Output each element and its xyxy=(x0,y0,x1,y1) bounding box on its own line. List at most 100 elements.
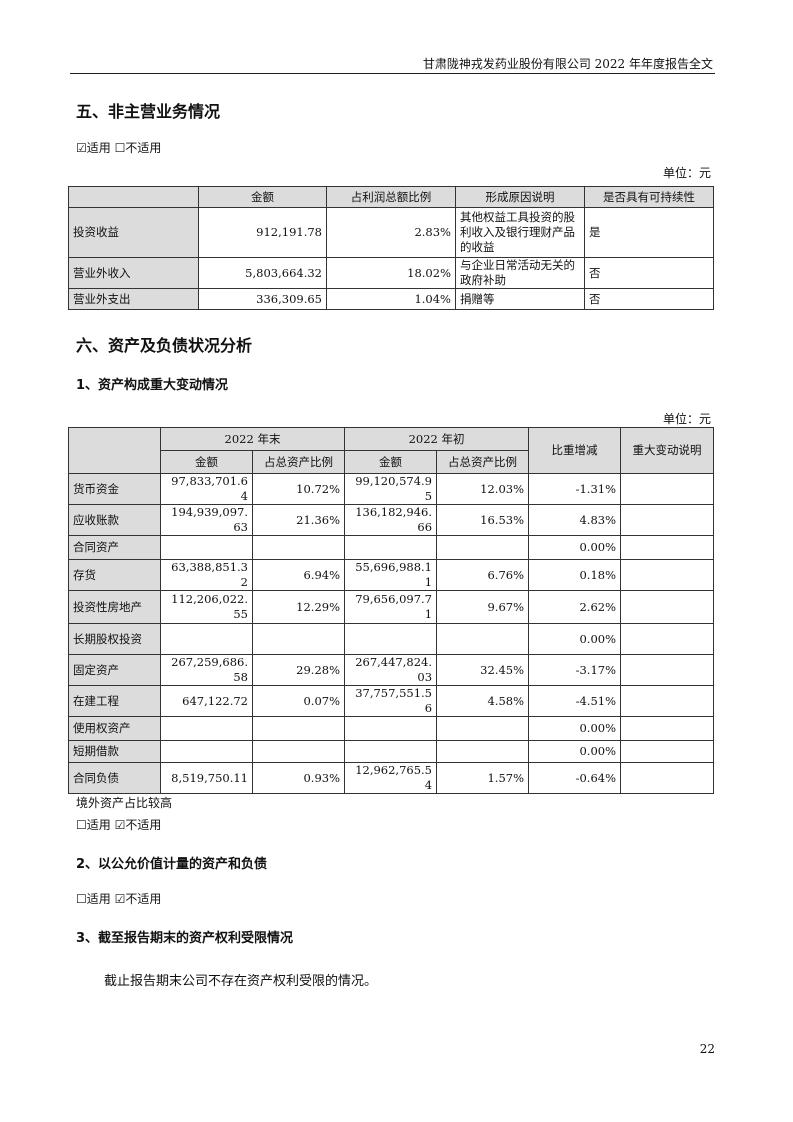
change-note xyxy=(620,716,715,741)
ratio-change: 0.00% xyxy=(528,535,622,560)
ratio-change: -1.31% xyxy=(528,473,622,505)
year-end-amount xyxy=(160,535,253,560)
row-label: 固定资产 xyxy=(68,654,161,686)
year-start-ratio: 1.57% xyxy=(436,762,530,794)
running-header: 甘肃陇神戎发药业股份有限公司 2022 年年度报告全文 xyxy=(422,57,713,71)
ratio-change: -4.51% xyxy=(528,685,622,717)
row-label: 存货 xyxy=(68,559,161,591)
year-end-amount: 647,122.72 xyxy=(160,685,253,717)
ratio-change: 2.62% xyxy=(528,590,622,624)
year-end-amount: 267,259,686.58 xyxy=(160,654,253,686)
table-row: 存货 63,388,851.32 6.94% 55,696,988.11 6.76% 0.… xyxy=(68,559,715,591)
year-start-amount xyxy=(344,623,438,655)
year-start-amount xyxy=(344,716,438,741)
header-change-note: 重大变动说明 xyxy=(620,427,715,474)
row-label: 营业外收入 xyxy=(68,257,199,289)
year-end-ratio: 29.28% xyxy=(251,654,346,686)
row-label: 长期股权投资 xyxy=(68,623,161,655)
ratio-change: 0.00% xyxy=(528,740,622,763)
section5-applicability: ☑适用 ☐不适用 xyxy=(76,141,162,155)
header-cell: 是否具有可持续性 xyxy=(584,186,714,208)
year-start-ratio xyxy=(436,623,530,655)
header-cell: 占利润总额比例 xyxy=(326,186,456,208)
amount-cell: 5,803,664.32 xyxy=(198,257,327,289)
year-start-ratio xyxy=(436,716,530,741)
year-start-amount: 12,962,765.54 xyxy=(344,762,438,794)
ratio-cell: 2.83% xyxy=(326,207,456,258)
change-note xyxy=(620,623,715,655)
header-cell xyxy=(68,186,199,208)
year-start-amount: 37,757,551.56 xyxy=(344,685,438,717)
asset-composition-table: 2022 年末 2022 年初 比重增减 重大变动说明 金额 占总资产比例 金额… xyxy=(68,427,715,794)
row-label: 营业外支出 xyxy=(68,288,199,310)
year-end-ratio xyxy=(251,716,346,741)
year-start-amount xyxy=(344,535,438,560)
table-row: 营业外收入 5,803,664.32 18.02% 与企业日常活动无关的政府补助… xyxy=(68,257,714,289)
year-start-amount: 136,182,946.66 xyxy=(344,504,438,536)
year-start-amount: 267,447,824.03 xyxy=(344,654,438,686)
sub2-title: 2、以公允价值计量的资产和负债 xyxy=(76,857,268,872)
table-row: 合同资产 0.00% xyxy=(68,535,715,560)
row-label: 应收账款 xyxy=(68,504,161,536)
table-row: 应收账款 194,939,097.63 21.36% 136,182,946.66 16… xyxy=(68,504,715,536)
year-end-amount: 194,939,097.63 xyxy=(160,504,253,536)
year-start-amount: 79,656,097.71 xyxy=(344,590,438,624)
sub1-title: 1、资产构成重大变动情况 xyxy=(76,378,229,393)
change-note xyxy=(620,685,715,717)
year-end-amount: 63,388,851.32 xyxy=(160,559,253,591)
table-row: 在建工程 647,122.72 0.07% 37,757,551.56 4.58% -4.… xyxy=(68,685,715,717)
year-end-ratio xyxy=(251,623,346,655)
table-row: 短期借款 0.00% xyxy=(68,740,715,763)
table-row: 合同负债 8,519,750.11 0.93% 12,962,765.54 1.57% -… xyxy=(68,762,715,794)
row-label: 合同资产 xyxy=(68,535,161,560)
year-start-ratio: 4.58% xyxy=(436,685,530,717)
header-cell: 占总资产比例 xyxy=(251,450,346,474)
change-note xyxy=(620,590,715,624)
year-end-amount xyxy=(160,623,253,655)
row-label: 合同负债 xyxy=(68,762,161,794)
row-label: 在建工程 xyxy=(68,685,161,717)
table-row: 投资收益 912,191.78 2.83% 其他权益工具投资的股利收入及银行理财… xyxy=(68,207,714,258)
header-cell: 金额 xyxy=(198,186,327,208)
year-end-amount xyxy=(160,740,253,763)
header-cell: 形成原因说明 xyxy=(455,186,585,208)
asset-table-body: 货币资金 97,833,701.64 10.72% 99,120,574.95 12.0… xyxy=(68,473,715,794)
table-row: 货币资金 97,833,701.64 10.72% 99,120,574.95 12.0… xyxy=(68,473,715,505)
change-note xyxy=(620,504,715,536)
ratio-change: -3.17% xyxy=(528,654,622,686)
year-start-ratio xyxy=(436,740,530,763)
table-row: 长期股权投资 0.00% xyxy=(68,623,715,655)
header-year-start: 2022 年初 xyxy=(344,427,530,451)
year-start-ratio xyxy=(436,535,530,560)
page-number: 22 xyxy=(699,1042,715,1056)
sub3-title: 3、截至报告期末的资产权利受限情况 xyxy=(76,931,294,946)
year-end-amount: 112,206,022.55 xyxy=(160,590,253,624)
non-operating-table: 金额 占利润总额比例 形成原因说明 是否具有可持续性 投资收益 912,191.… xyxy=(68,186,714,310)
overseas-note: 境外资产占比较高 xyxy=(76,796,173,810)
reason-cell: 捐赠等 xyxy=(455,288,585,310)
sub1-unit: 单位：元 xyxy=(662,412,711,426)
table-row: 投资性房地产 112,206,022.55 12.29% 79,656,097.71 9… xyxy=(68,590,715,624)
table-header-row: 2022 年末 2022 年初 比重增减 重大变动说明 xyxy=(68,427,715,474)
change-note xyxy=(620,559,715,591)
change-note xyxy=(620,473,715,505)
header-cell: 金额 xyxy=(160,450,253,474)
ratio-change: 0.00% xyxy=(528,623,622,655)
sustainability-cell: 否 xyxy=(584,257,714,289)
year-end-amount: 8,519,750.11 xyxy=(160,762,253,794)
year-end-ratio xyxy=(251,535,346,560)
change-note xyxy=(620,654,715,686)
table-row: 使用权资产 0.00% xyxy=(68,716,715,741)
year-end-ratio: 0.07% xyxy=(251,685,346,717)
change-note xyxy=(620,762,715,794)
row-label: 短期借款 xyxy=(68,740,161,763)
ratio-change: 0.18% xyxy=(528,559,622,591)
table-subheader-row: 金额 占总资产比例 金额 占总资产比例 xyxy=(69,450,714,474)
header-ratio-change: 比重增减 xyxy=(528,427,622,474)
year-end-amount xyxy=(160,716,253,741)
year-start-amount: 99,120,574.95 xyxy=(344,473,438,505)
year-end-amount: 97,833,701.64 xyxy=(160,473,253,505)
section5-title: 五、非主营业务情况 xyxy=(76,102,221,121)
header-cell: 占总资产比例 xyxy=(436,450,530,474)
header-year-end: 2022 年末 xyxy=(159,427,346,451)
